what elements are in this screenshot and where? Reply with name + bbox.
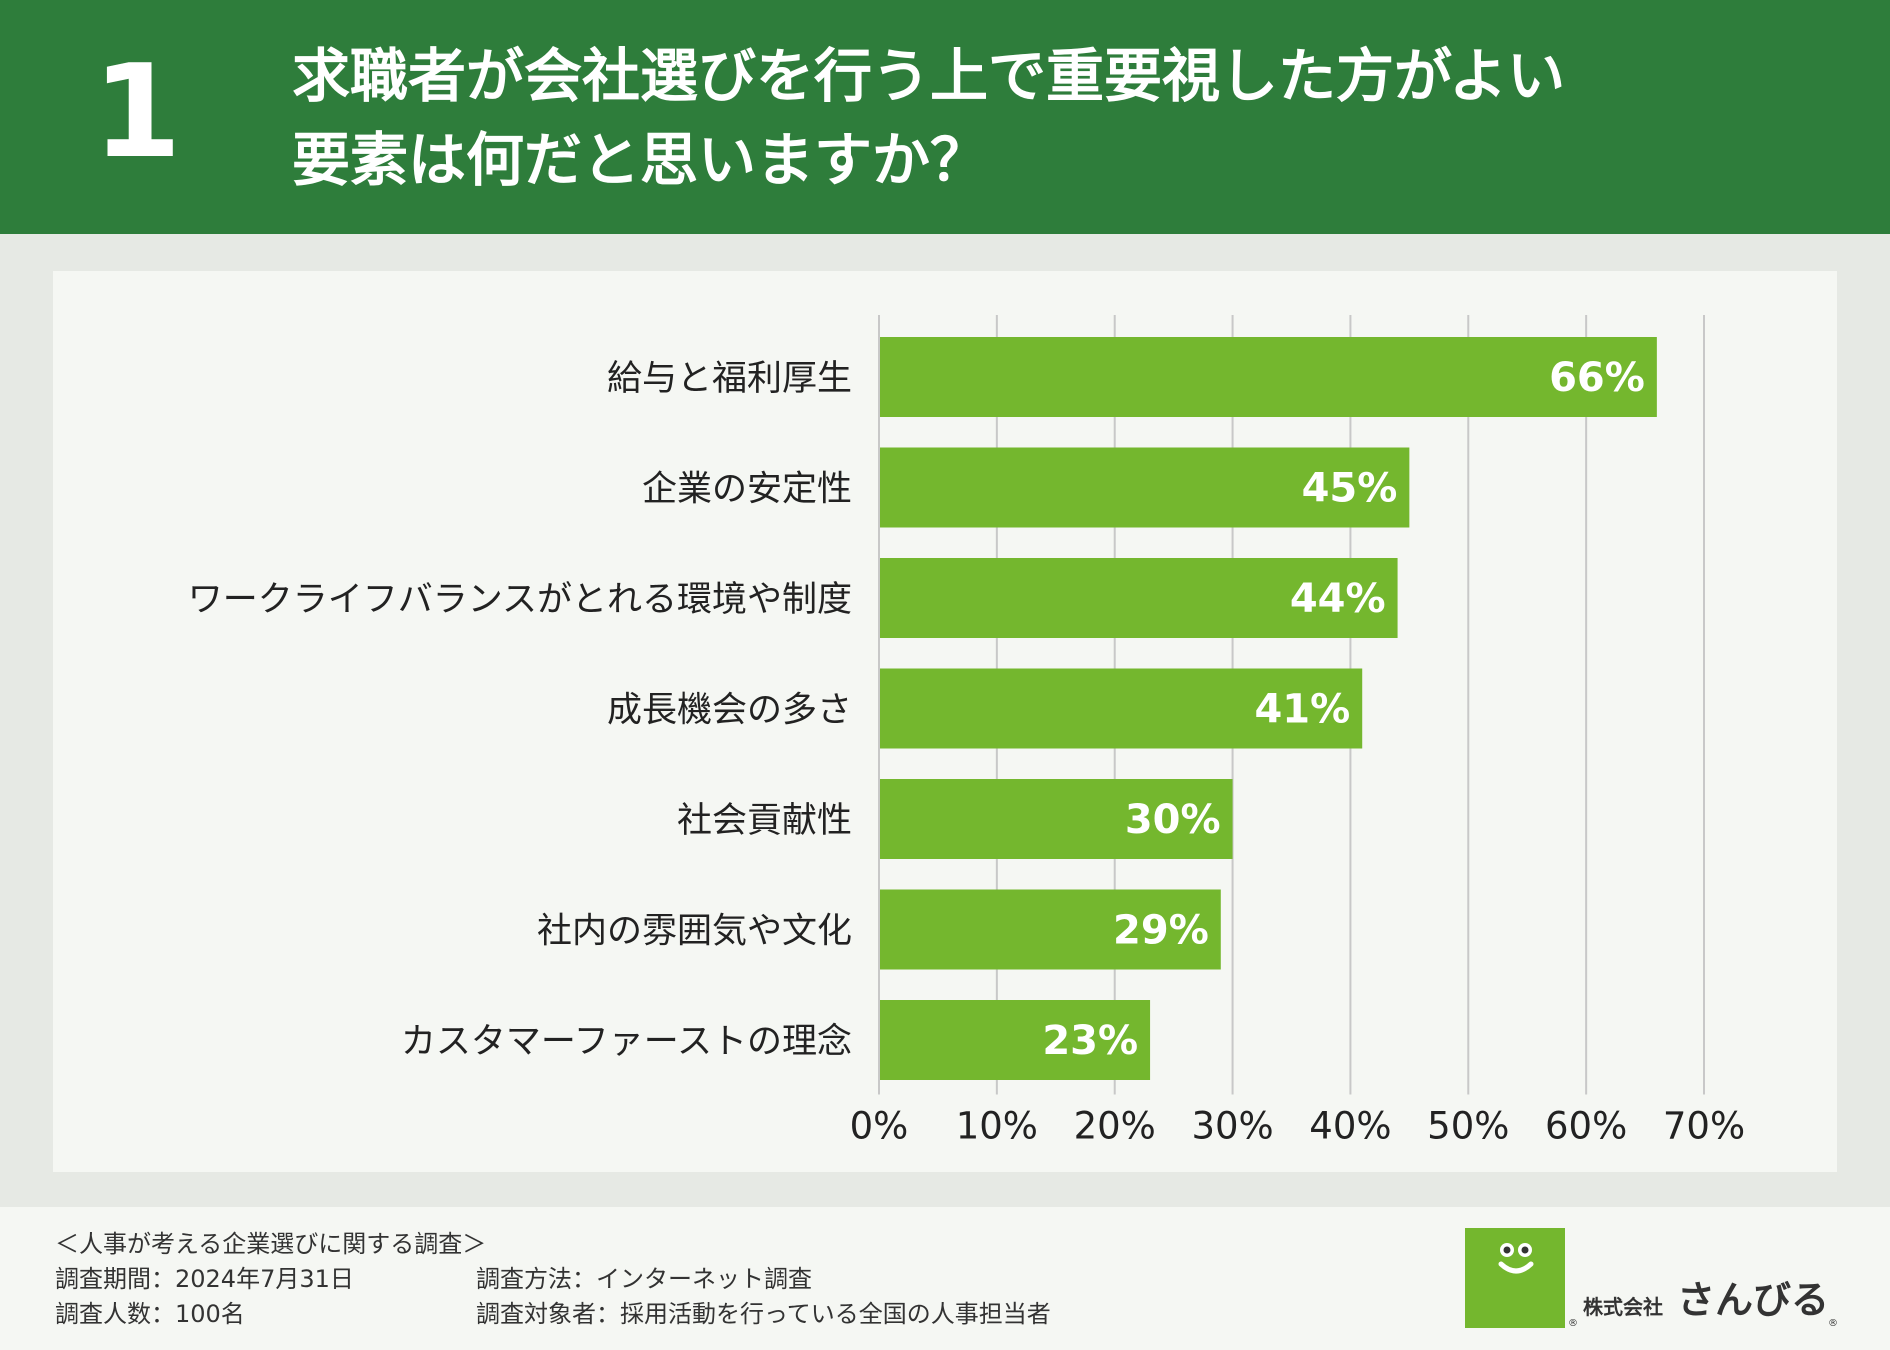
bar	[879, 779, 1233, 859]
bar	[879, 668, 1363, 749]
category-label: 成長機会の多さ	[607, 691, 852, 731]
survey-name: ＜人事が考える企業選びに関する調査＞	[55, 1230, 487, 1258]
category-label: カスタマーファーストの理念	[401, 1022, 852, 1062]
bar	[879, 889, 1221, 970]
bar	[879, 447, 1410, 528]
question-title: 求職者が会社選びを行う上で重要視した方がよい 要素は何だと思いますか？	[292, 34, 1792, 202]
sanbiru-logo	[1465, 1228, 1565, 1328]
bar	[879, 337, 1657, 417]
bar-value-label: 45%	[1302, 466, 1398, 512]
x-tick-label: 70%	[1663, 1105, 1745, 1148]
logo-kabushiki: 株式会社	[1583, 1295, 1663, 1319]
bar-value-label: 30%	[1125, 797, 1221, 843]
registered-mark-1: ®	[1568, 1318, 1578, 1329]
header-banner: 1 求職者が会社選びを行う上で重要視した方がよい 要素は何だと思いますか？	[0, 0, 1890, 234]
category-label: ワークライフバランスがとれる環境や制度	[188, 580, 852, 620]
question-title-line2: 要素は何だと思いますか？	[292, 126, 989, 194]
bar-value-label: 44%	[1290, 576, 1386, 622]
question-number: 1	[92, 38, 182, 187]
bar-value-label: 23%	[1042, 1018, 1138, 1064]
x-tick-label: 20%	[1074, 1105, 1156, 1148]
category-label: 社会貢献性	[677, 801, 852, 841]
bar	[879, 558, 1398, 638]
x-tick-label: 60%	[1545, 1105, 1627, 1148]
bar-value-label: 41%	[1254, 687, 1350, 733]
x-tick-label: 30%	[1191, 1105, 1273, 1148]
smiley-face-icon	[1498, 1243, 1534, 1274]
survey-target: 調査対象者：採用活動を行っている全国の人事担当者	[476, 1300, 1051, 1328]
bar-value-label: 66%	[1549, 355, 1645, 401]
footer: ＜人事が考える企業選びに関する調査＞ 調査期間：2024年7月31日 調査方法：…	[0, 1207, 1890, 1350]
category-label: 企業の安定性	[642, 470, 852, 510]
chart-panel: 66% 給与と福利厚生 45% 企業の安定性 44% ワークライフバランスがとれる環境や制…	[53, 271, 1837, 1172]
x-tick-label: 0%	[850, 1105, 909, 1148]
logo-company-name: さんびる	[1677, 1278, 1830, 1322]
x-tick-label: 40%	[1309, 1105, 1391, 1148]
category-label: 給与と福利厚生	[607, 359, 852, 399]
registered-mark-2: ®	[1828, 1318, 1838, 1329]
category-label: 社内の雰囲気や文化	[537, 912, 852, 952]
bar-chart: 66% 給与と福利厚生 45% 企業の安定性 44% ワークライフバランスがとれる環境や制…	[188, 315, 1745, 1148]
x-tick-label: 10%	[956, 1105, 1038, 1148]
survey-count: 調査人数：100名	[55, 1300, 245, 1328]
bar	[879, 1000, 1151, 1080]
x-tick-label: 50%	[1427, 1105, 1509, 1148]
survey-method: 調査方法：インターネット調査	[476, 1265, 812, 1293]
question-title-line1: 求職者が会社選びを行う上で重要視した方がよい	[292, 42, 1566, 110]
bar-value-label: 29%	[1113, 908, 1209, 954]
survey-period: 調査期間：2024年7月31日	[55, 1265, 354, 1293]
